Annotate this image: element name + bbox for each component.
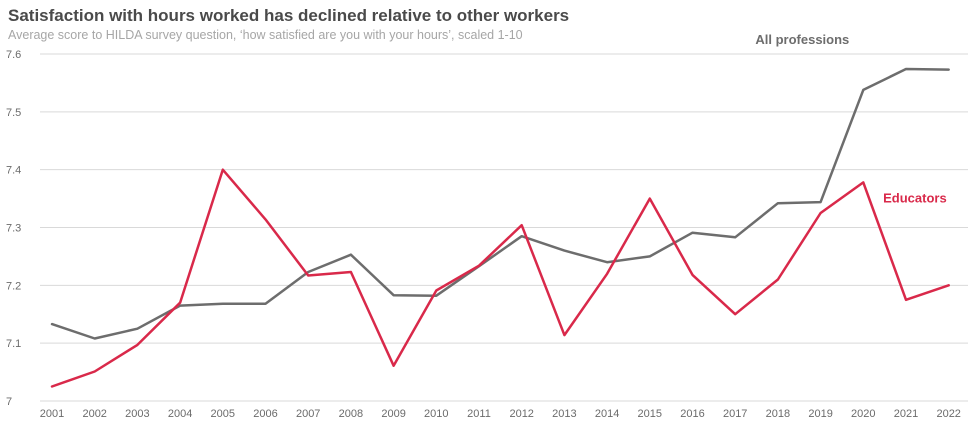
chart-subtitle: Average score to HILDA survey question, …: [8, 28, 523, 42]
grid-lines: [40, 53, 968, 402]
x-tick-label: 2015: [638, 408, 662, 420]
series-label-1: Educators: [883, 190, 947, 205]
y-tick-label: 7.6: [6, 49, 21, 61]
y-tick-label: 7.3: [6, 223, 21, 235]
y-tick-label: 7: [6, 396, 12, 408]
series-line-1: [50, 168, 950, 388]
x-tick-label: 2016: [680, 408, 704, 420]
x-tick-label: 2001: [40, 408, 64, 420]
x-tick-label: 2021: [894, 408, 918, 420]
x-tick-label: 2020: [851, 408, 875, 420]
x-axis-ticks: 2001 2002 2003 2004 2005 2006 2007 2008 2009 2010…: [40, 408, 961, 420]
x-tick-label: 2005: [211, 408, 235, 420]
x-tick-label: 2014: [595, 408, 619, 420]
series-label-0: All professions: [755, 32, 849, 47]
x-tick-label: 2017: [723, 408, 747, 420]
x-tick-label: 2006: [253, 408, 277, 420]
y-tick-label: 7.4: [6, 165, 21, 177]
x-tick-label: 2019: [808, 408, 832, 420]
x-tick-label: 2002: [82, 408, 106, 420]
series-labels: All professions Educators: [755, 32, 946, 206]
series-lines: [50, 67, 950, 388]
x-tick-label: 2010: [424, 408, 448, 420]
x-tick-label: 2018: [766, 408, 790, 420]
y-axis-ticks: 7 7.1 7.2 7.3 7.4 7.5 7.6: [6, 49, 21, 408]
y-tick-label: 7.2: [6, 280, 21, 292]
x-tick-label: 2012: [509, 408, 533, 420]
x-tick-label: 2008: [339, 408, 363, 420]
x-tick-label: 2022: [936, 408, 960, 420]
x-tick-label: 2007: [296, 408, 320, 420]
x-tick-label: 2003: [125, 408, 149, 420]
series-line-0: [50, 67, 950, 340]
x-tick-label: 2013: [552, 408, 576, 420]
x-tick-label: 2011: [467, 408, 491, 420]
y-tick-label: 7.1: [6, 338, 21, 350]
x-tick-label: 2004: [168, 408, 192, 420]
x-tick-label: 2009: [381, 408, 405, 420]
chart-title: Satisfaction with hours worked has decli…: [8, 6, 570, 25]
y-tick-label: 7.5: [6, 107, 21, 119]
